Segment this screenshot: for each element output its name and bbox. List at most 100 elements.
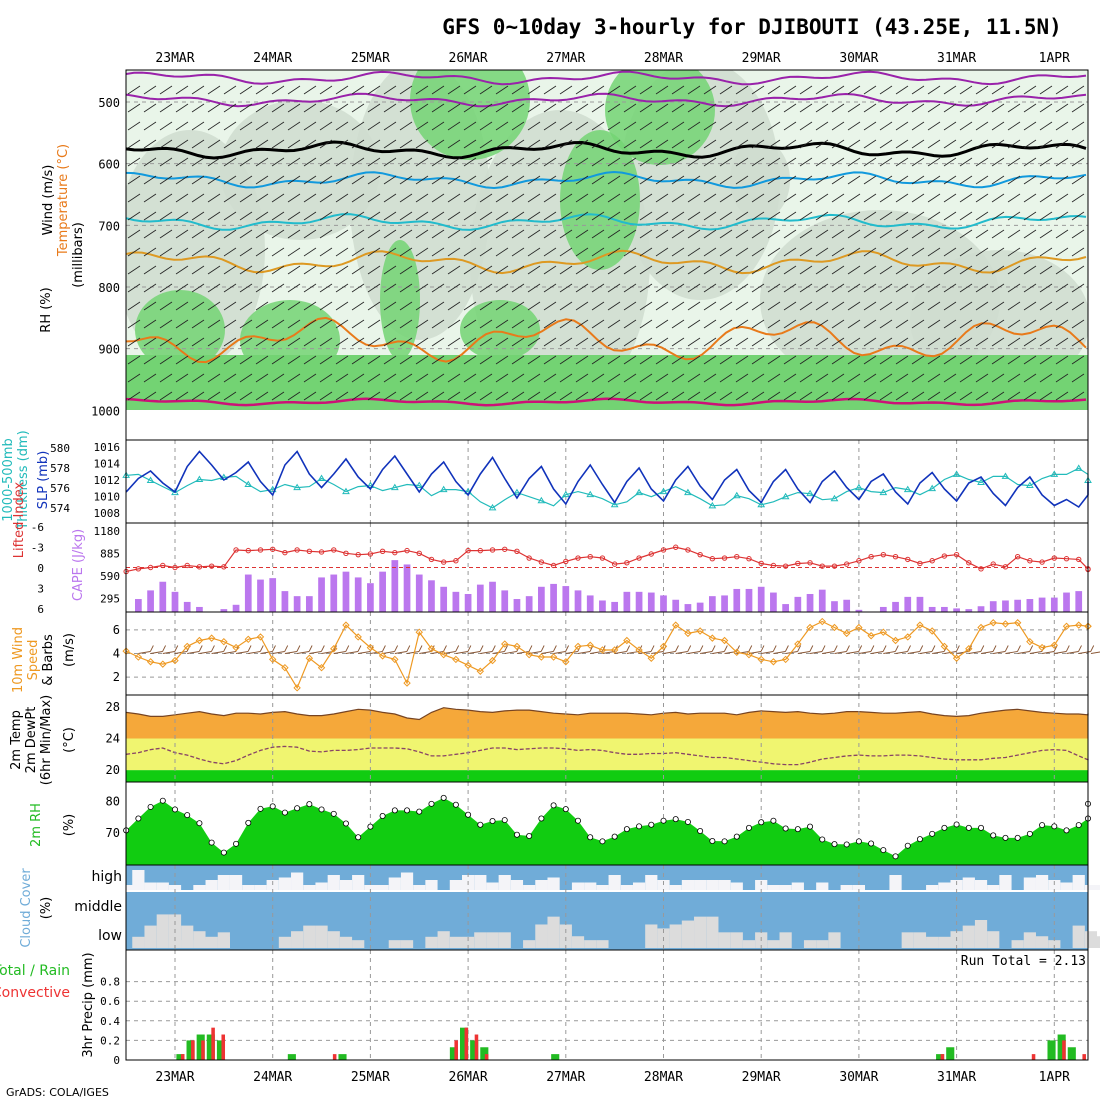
lifted-index-marker [770, 562, 777, 569]
wind-barb [831, 355, 845, 365]
wind-barb [255, 391, 269, 401]
wind-barb [191, 337, 205, 347]
cloud-high-bar [974, 880, 988, 890]
wind-barb [511, 319, 525, 329]
temperature-contour [126, 170, 1087, 190]
wind-barb [1007, 121, 1021, 131]
wind-barb [207, 139, 221, 149]
wind-barb [815, 211, 829, 221]
wind-barb [383, 85, 397, 95]
wind-barb [591, 391, 605, 401]
wind-barb [575, 121, 589, 131]
wind-barb [239, 85, 253, 95]
wind-barb-flag [894, 645, 899, 652]
thickness-marker [732, 491, 741, 499]
thickness-marker [781, 492, 790, 500]
wind-barb [271, 103, 285, 113]
cape-bar [660, 595, 667, 612]
rh-marker [916, 836, 923, 843]
wind-barb [607, 319, 621, 329]
wind-barb [927, 391, 941, 401]
wind-barb [911, 229, 925, 239]
wind-barb [687, 211, 701, 221]
cape-bar [415, 574, 423, 612]
wind-barb [511, 175, 525, 185]
wind-barb [767, 85, 781, 95]
wind-barb [223, 247, 237, 257]
wind-barb [335, 337, 349, 347]
wind-barb [415, 85, 429, 95]
wind-barb [591, 103, 605, 113]
wind-barb [383, 355, 397, 365]
wind-barb [911, 139, 925, 149]
y-tick-label-left: 0 [37, 562, 44, 575]
wind-barb [303, 283, 317, 293]
wind-barb [639, 247, 653, 257]
y-tick-label: 900 [98, 343, 120, 357]
wind-barb [863, 247, 877, 257]
wind-barb-flag [772, 645, 777, 652]
wind-speed-marker [769, 658, 778, 666]
wind-barb [991, 247, 1005, 257]
wind-barb [543, 373, 557, 383]
wind-barb [559, 265, 573, 275]
convective-bar [211, 1027, 215, 1060]
lifted-index-marker [282, 549, 288, 556]
wind-barb [591, 283, 605, 293]
wind-barb [895, 391, 909, 401]
rh-marker [880, 847, 887, 854]
wind-barb [1071, 139, 1085, 149]
wind-barb [287, 139, 301, 149]
wind-barb-flag [1065, 645, 1070, 652]
wind-barb [479, 157, 493, 167]
wind-barb [511, 373, 525, 383]
wind-barb [303, 247, 317, 257]
wind-barb [127, 103, 141, 113]
wind-barb [607, 139, 621, 149]
wind-barb [287, 175, 301, 185]
wind-barb [463, 373, 477, 383]
wind-barb [415, 193, 429, 203]
wind-barb [463, 355, 477, 365]
wind-barb [335, 85, 349, 95]
wind-barb [175, 175, 189, 185]
thickness-marker [635, 488, 643, 496]
wind-barb [783, 103, 797, 113]
wind-barb [687, 229, 701, 239]
wind-barb [415, 265, 429, 275]
rh-region [730, 140, 790, 220]
convective-bar [1062, 1040, 1066, 1060]
thickness-marker [903, 485, 912, 493]
wind-barb [239, 211, 253, 221]
wind-barb [527, 175, 541, 185]
wind-barb [271, 139, 285, 149]
cloud-high-bar [327, 875, 340, 890]
wind-speed-marker [562, 658, 570, 666]
wind-barb [175, 373, 189, 383]
cloud-middle-bar [1035, 936, 1049, 948]
wind-barb [895, 265, 909, 275]
wind-barb [383, 193, 397, 203]
wind-barb-flag [272, 645, 276, 652]
wind-barb [159, 337, 173, 347]
wind-barb [943, 193, 957, 203]
wind-speed-marker [720, 636, 729, 645]
wind-barb [565, 651, 578, 654]
panel-side-label: Thickness (dm) [16, 430, 31, 530]
wind-barb [911, 301, 925, 311]
rh-marker [745, 824, 752, 831]
wind-barb [191, 211, 205, 221]
wind-barb [671, 121, 685, 131]
lifted-index-marker [795, 560, 801, 567]
wind-speed-marker [818, 617, 826, 626]
wind-barb [319, 319, 333, 329]
wind-barb [284, 651, 297, 654]
wind-barb [175, 301, 189, 311]
wind-barb [191, 157, 205, 167]
cape-bar [135, 599, 142, 612]
wind-barb [191, 373, 205, 383]
y-tick-label: 500 [98, 96, 120, 110]
wind-barb [639, 85, 653, 95]
y-tick-label-left: 578 [50, 462, 70, 475]
wind-barb [1007, 229, 1021, 239]
